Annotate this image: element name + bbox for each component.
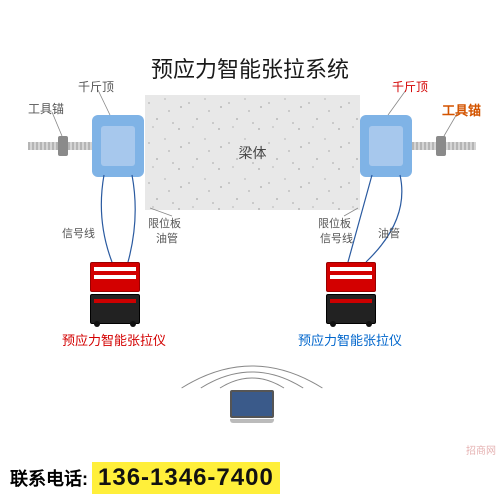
wheel-icon <box>330 321 336 327</box>
tensioner-machine-left <box>90 262 140 324</box>
tensioner-machine-right <box>326 262 376 324</box>
label-jack_r: 千斤顶 <box>392 78 428 95</box>
anchor-right <box>436 136 446 156</box>
laptop-base <box>230 419 274 423</box>
laptop-screen <box>230 390 274 418</box>
beam-body: 梁体 <box>145 95 360 210</box>
label-tensioner_r: 预应力智能张拉仪 <box>298 330 402 349</box>
diagram-title: 预应力智能张拉系统 <box>151 52 349 84</box>
label-signal_l: 信号线 <box>62 225 95 241</box>
machine-bottom <box>90 294 140 324</box>
jack-left <box>92 115 144 177</box>
label-limit_l: 限位板 <box>148 215 181 231</box>
label-tensioner_l: 预应力智能张拉仪 <box>62 330 166 349</box>
contact-number[interactable]: 136-1346-7400 <box>92 462 280 494</box>
label-signal_r: 信号线 <box>320 230 353 246</box>
label-jack_l: 千斤顶 <box>78 78 114 95</box>
label-limit_r: 限位板 <box>318 215 351 231</box>
jack-right <box>360 115 412 177</box>
label-pipe_r: 油管 <box>378 225 400 241</box>
machine-top <box>90 262 140 292</box>
label-anchor_l: 工具锚 <box>28 100 64 117</box>
laptop <box>230 390 274 423</box>
label-anchor_r: 工具锚 <box>442 100 481 119</box>
anchor-left <box>58 136 68 156</box>
wheel-icon <box>366 321 372 327</box>
jack-right-inner <box>369 126 403 166</box>
label-pipe_l: 油管 <box>156 230 178 246</box>
beam-label: 梁体 <box>239 143 267 163</box>
wheel-icon <box>94 321 100 327</box>
machine-top <box>326 262 376 292</box>
contact-label: 联系电话: <box>10 465 88 491</box>
wheel-icon <box>130 321 136 327</box>
machine-bottom <box>326 294 376 324</box>
jack-left-inner <box>101 126 135 166</box>
footer-bar: 联系电话: 136-1346-7400 <box>0 455 500 500</box>
